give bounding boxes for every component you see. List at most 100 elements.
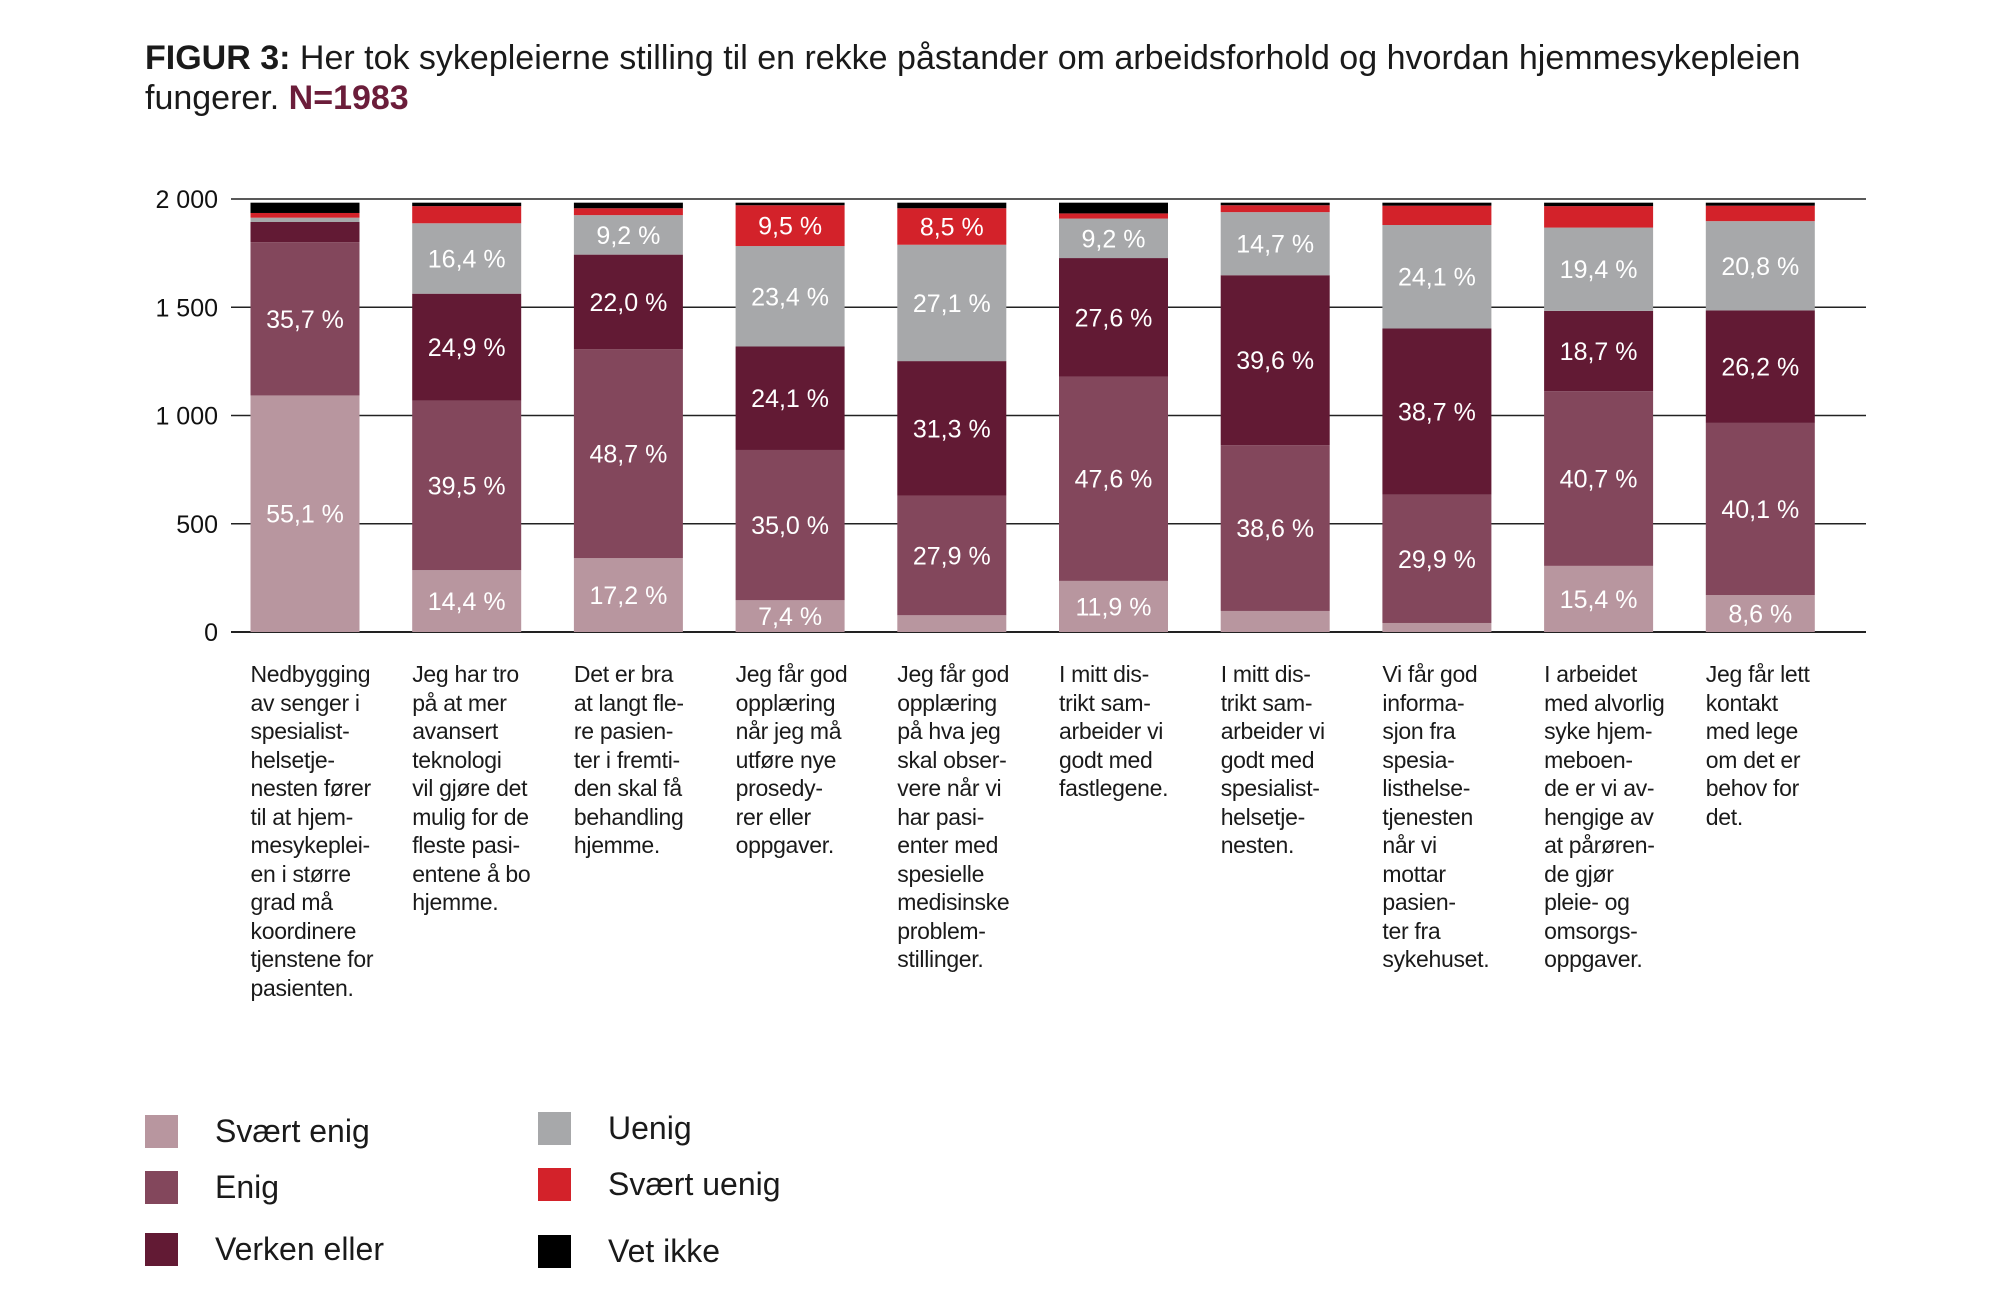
data-label: 9,5 %: [758, 213, 822, 241]
figure-number: FIGUR 3:: [145, 39, 291, 77]
category-label: Jeg får god opplæring når jeg må utføre …: [735, 661, 848, 858]
bar-segment-svært-uenig: [573, 208, 683, 216]
data-label: 31,3 %: [913, 415, 991, 443]
legend-swatch: [145, 1115, 178, 1148]
legend-swatch: [145, 1233, 178, 1266]
legend-item: Svært uenig: [538, 1166, 781, 1203]
data-label: 17,2 %: [589, 582, 667, 610]
legend-label: Svært uenig: [608, 1166, 781, 1202]
data-label: 24,1 %: [1398, 264, 1476, 292]
category-label: Vi får god informa- sjon fra spesia- lis…: [1382, 661, 1490, 972]
data-label: 35,0 %: [751, 512, 829, 540]
bar-segment-svært-enig: [1059, 580, 1168, 632]
data-label: 11,9 %: [1076, 593, 1152, 621]
bar-segment-verken-eller: [1382, 328, 1492, 495]
bar-segment-uenig: [412, 223, 522, 294]
bar-segment-svært-uenig: [250, 212, 360, 218]
bar-segment-svært-uenig: [1705, 205, 1815, 222]
bar-segment-enig: [1544, 391, 1654, 566]
bar-segment-enig: [250, 242, 360, 396]
legend-item: Uenig: [538, 1110, 692, 1147]
bar-segment-vet-ikke: [573, 202, 683, 209]
bar-segment-vet-ikke: [1059, 202, 1168, 214]
bar-segment-svært-enig: [573, 558, 683, 632]
bar-segment-vet-ikke: [1382, 202, 1492, 206]
data-label: 40,7 %: [1560, 466, 1638, 494]
sample-size: N=1983: [288, 79, 409, 117]
bar-segment-vet-ikke: [250, 202, 360, 213]
legend-item: Svært enig: [145, 1113, 370, 1150]
data-label: 39,5 %: [428, 472, 506, 500]
legend-item: Enig: [145, 1169, 279, 1206]
bar-segment-svært-enig: [250, 395, 360, 632]
bar-segment-uenig: [1705, 221, 1815, 311]
data-label: 23,4 %: [751, 283, 829, 311]
y-tick-label: 2 000: [155, 186, 218, 214]
legend-label: Uenig: [608, 1110, 692, 1146]
bar-segment-svært-enig: [1220, 610, 1330, 632]
data-label: 39,6 %: [1236, 347, 1314, 375]
bar-segment-verken-eller: [1220, 275, 1330, 446]
bar-segment-verken-eller: [250, 221, 360, 243]
data-label: 47,6 %: [1075, 466, 1153, 494]
bar-segment-svært-uenig: [1059, 213, 1168, 219]
category-label: Jeg får lett kontakt med lege om det er …: [1705, 661, 1810, 830]
data-label: 8,6 %: [1728, 601, 1792, 629]
bar-segment-svært-uenig: [735, 205, 845, 247]
figure-title: FIGUR 3: Her tok sykepleierne stilling t…: [145, 38, 1845, 118]
legend-swatch: [538, 1168, 571, 1201]
bar-segment-uenig: [1059, 218, 1168, 259]
bar-segment-vet-ikke: [1705, 202, 1815, 206]
data-label: 18,7 %: [1560, 338, 1638, 366]
bar-segment-enig: [573, 349, 683, 559]
category-label: Det er bra at langt fle- re pasien- ter …: [573, 661, 684, 858]
data-label: 14,7 %: [1236, 231, 1314, 259]
bar-segment-uenig: [735, 246, 845, 347]
legend-swatch: [538, 1112, 571, 1145]
data-label: 14,4 %: [428, 588, 506, 616]
bar-segment-svært-enig: [735, 600, 845, 632]
legend-label: Enig: [215, 1169, 280, 1205]
legend-label: Svært enig: [215, 1113, 370, 1149]
category-label: I arbeidet med alvorlig syke hjem- meboe…: [1544, 661, 1665, 972]
bar-segment-verken-eller: [897, 361, 1007, 496]
bar-segment-svært-enig: [1544, 565, 1654, 632]
bar-segment-vet-ikke: [1220, 202, 1330, 206]
legend-label: Vet ikke: [608, 1233, 721, 1269]
data-label: 40,1 %: [1721, 496, 1799, 524]
bar-segment-svært-uenig: [1220, 205, 1330, 213]
bar-segment-vet-ikke: [735, 202, 845, 206]
data-label: 24,9 %: [428, 334, 506, 362]
data-label: 22,0 %: [589, 289, 667, 317]
legend-label: Verken eller: [215, 1231, 384, 1267]
bar-segment-svært-enig: [1705, 595, 1815, 632]
data-label: 38,6 %: [1236, 515, 1314, 543]
y-tick-label: 1 000: [155, 403, 218, 431]
bar-segment-uenig: [573, 215, 683, 255]
bar-segment-enig: [897, 495, 1007, 616]
data-label: 20,8 %: [1721, 253, 1799, 281]
bar-segment-svært-enig: [1382, 622, 1492, 632]
y-tick-label: 0: [204, 619, 218, 647]
bar-segment-vet-ikke: [1544, 202, 1654, 207]
data-label: 55,1 %: [266, 501, 344, 529]
category-label: Jeg har tro på at mer avansert teknologi…: [412, 661, 531, 915]
legend-item: Verken eller: [145, 1231, 384, 1268]
bar-segment-enig: [1705, 422, 1815, 596]
data-label: 27,9 %: [913, 542, 991, 570]
data-label: 35,7 %: [266, 306, 344, 334]
bar-segment-verken-eller: [735, 346, 845, 450]
data-label: 27,6 %: [1075, 304, 1153, 332]
bar-segment-uenig: [1382, 225, 1492, 329]
bar-segment-svært-uenig: [897, 208, 1007, 245]
bar-segment-svært-uenig: [1544, 206, 1654, 228]
bar-segment-uenig: [1220, 212, 1330, 276]
bar-segment-enig: [1059, 376, 1168, 581]
data-label: 24,1 %: [751, 385, 829, 413]
data-label: 26,2 %: [1721, 354, 1799, 382]
bar-segment-verken-eller: [1705, 310, 1815, 423]
legend-item: Vet ikke: [538, 1233, 720, 1270]
bar-segment-vet-ikke: [412, 202, 522, 207]
bar-segment-verken-eller: [412, 293, 522, 401]
